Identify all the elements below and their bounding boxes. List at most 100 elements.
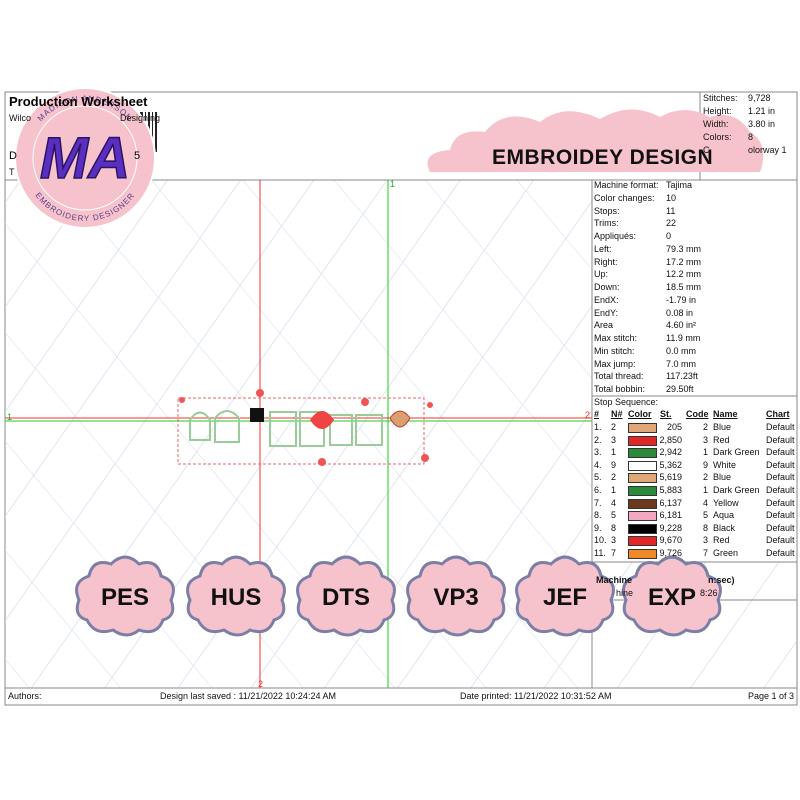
row-chart: Default <box>766 535 795 546</box>
banner-cloud <box>427 109 764 172</box>
color-swatch <box>628 549 657 559</box>
info-label: EndX: <box>594 294 619 305</box>
row-number: 11. <box>594 548 606 558</box>
axis-label: 2 <box>258 679 264 689</box>
table-header: Name <box>713 409 738 419</box>
info-label: Appliqués: <box>594 231 637 241</box>
row-number: 2. <box>594 434 602 445</box>
header-text: Designing <box>120 113 161 123</box>
info-label: Total thread: <box>594 371 644 382</box>
row-chart: Default <box>766 422 795 432</box>
row-stitches: 5,619 <box>659 472 682 483</box>
row-name: Blue <box>713 472 732 483</box>
summary-value: 9,728 <box>748 93 771 103</box>
color-swatch <box>628 523 657 534</box>
format-label: EXP <box>647 584 697 611</box>
row-number: 6. <box>594 485 602 495</box>
row-needle: 3 <box>611 434 617 445</box>
info-value: 18.5 mm <box>666 282 702 292</box>
table-header: St. <box>660 409 672 419</box>
row-code: 2 <box>703 422 709 432</box>
info-value: 29.50ft <box>666 384 694 394</box>
info-label: Color changes: <box>594 192 655 203</box>
info-value: 79.3 mm <box>666 243 702 254</box>
row-chart: Default <box>766 510 795 521</box>
row-number: 9. <box>594 522 602 533</box>
row-name: Green <box>713 548 739 558</box>
format-cloud <box>186 555 286 637</box>
summary-label: Width: <box>703 119 729 129</box>
row-stitches: 6,137 <box>659 497 682 508</box>
info-label: Max stitch: <box>594 333 638 343</box>
summary-label: Stitches: <box>703 93 738 103</box>
footer-page: Page 1 of 3 <box>748 691 795 701</box>
table-header: # <box>594 409 600 419</box>
info-value: 117.23ft <box>666 371 698 382</box>
row-stitches: 9,228 <box>659 522 682 533</box>
table-header: Color <box>628 409 652 419</box>
info-value: 7.0 mm <box>666 358 697 369</box>
row-name: Aqua <box>713 510 735 521</box>
color-swatch <box>628 423 657 433</box>
info-value: 11.9 mm <box>666 333 701 343</box>
row-needle: 8 <box>611 522 617 533</box>
row-stitches: 2,850 <box>659 434 682 445</box>
runtime-title: n:sec) <box>708 575 735 585</box>
table-header: Chart <box>766 409 790 419</box>
color-swatch <box>628 536 657 547</box>
info-label: Min stitch: <box>594 345 635 356</box>
row-number: 5. <box>594 472 602 483</box>
row-chart: Default <box>766 497 795 508</box>
axis-label: 1 <box>390 179 396 189</box>
row-name: Yellow <box>713 497 739 508</box>
row-name: Dark Green <box>713 447 760 458</box>
row-number: 8. <box>594 510 602 521</box>
row-chart: Default <box>766 548 795 558</box>
format-cloud <box>622 555 722 637</box>
runtime-title: Machine <box>596 575 633 585</box>
row-code: 7 <box>703 548 709 558</box>
color-swatch <box>628 448 657 459</box>
row-code: 5 <box>703 510 709 521</box>
row-code: 8 <box>703 522 709 533</box>
info-label: Down: <box>594 282 620 292</box>
axis-label: 1 <box>7 412 13 422</box>
row-number: 7. <box>594 497 602 508</box>
info-value: -1.79 in <box>666 294 697 305</box>
color-swatch <box>628 511 657 522</box>
runtime-value: 8:26 <box>700 588 718 598</box>
row-needle: 9 <box>611 459 617 470</box>
row-code: 3 <box>703 535 709 546</box>
row-needle: 1 <box>611 485 617 495</box>
info-value: 4.60 in² <box>666 320 697 331</box>
row-name: Dark Green <box>713 485 760 495</box>
format-label: DTS <box>322 584 370 611</box>
info-label: EndY: <box>594 307 619 318</box>
row-needle: 3 <box>611 535 617 546</box>
banner-title: EMBROIDEY DESIGN <box>492 146 714 169</box>
info-label: Area <box>594 320 614 331</box>
info-value: 0.0 mm <box>666 345 697 356</box>
format-cloud <box>296 555 396 637</box>
row-stitches: 9,670 <box>659 535 682 546</box>
format-cloud <box>75 555 175 637</box>
row-needle: 5 <box>611 510 617 521</box>
row-code: 1 <box>703 485 709 495</box>
table-header: Code <box>686 409 709 419</box>
row-code: 9 <box>703 459 709 470</box>
header-text: D <box>9 150 17 162</box>
row-chart: Default <box>766 447 795 458</box>
row-number: 10. <box>594 535 607 546</box>
row-needle: 2 <box>611 472 617 483</box>
row-number: 3. <box>594 447 602 458</box>
summary-label: C <box>703 145 710 155</box>
color-swatch <box>628 473 657 484</box>
info-value: 17.2 mm <box>666 256 702 267</box>
info-value: 12.2 mm <box>666 269 702 280</box>
header-text: T <box>9 167 15 177</box>
info-value: 11 <box>666 205 676 216</box>
footer-authors: Authors: <box>8 691 42 701</box>
row-stitches: 5,883 <box>659 485 682 495</box>
summary-value: 8 <box>748 132 754 142</box>
